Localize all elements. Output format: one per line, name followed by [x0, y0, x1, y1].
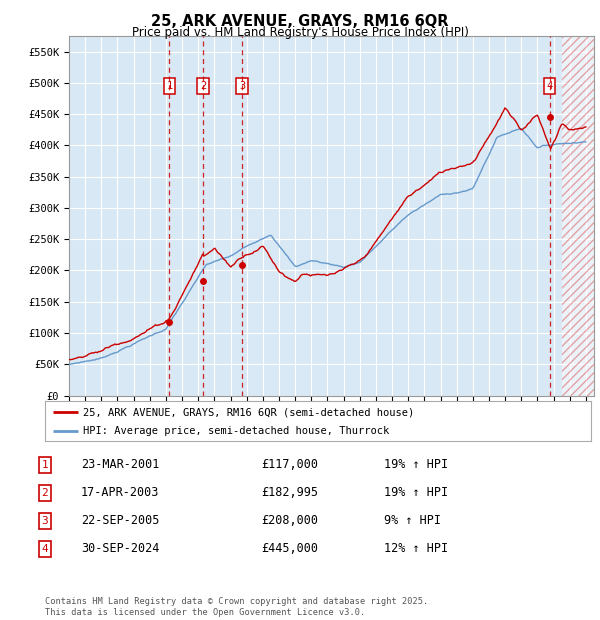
Text: 12% ↑ HPI: 12% ↑ HPI	[384, 542, 448, 555]
Text: 2: 2	[41, 488, 49, 498]
Text: 25, ARK AVENUE, GRAYS, RM16 6QR (semi-detached house): 25, ARK AVENUE, GRAYS, RM16 6QR (semi-de…	[83, 407, 415, 417]
Text: 4: 4	[547, 81, 553, 91]
Text: 19% ↑ HPI: 19% ↑ HPI	[384, 487, 448, 499]
Text: 1: 1	[41, 460, 49, 470]
Text: 9% ↑ HPI: 9% ↑ HPI	[384, 515, 441, 527]
Text: 22-SEP-2005: 22-SEP-2005	[81, 515, 160, 527]
Bar	[562, 36, 594, 396]
Text: 30-SEP-2024: 30-SEP-2024	[81, 542, 160, 555]
Text: £117,000: £117,000	[261, 459, 318, 471]
Text: £445,000: £445,000	[261, 542, 318, 555]
Text: £182,995: £182,995	[261, 487, 318, 499]
Text: £208,000: £208,000	[261, 515, 318, 527]
Text: 4: 4	[41, 544, 49, 554]
Text: 1: 1	[166, 81, 173, 91]
Text: 17-APR-2003: 17-APR-2003	[81, 487, 160, 499]
Text: HPI: Average price, semi-detached house, Thurrock: HPI: Average price, semi-detached house,…	[83, 427, 389, 436]
Text: 19% ↑ HPI: 19% ↑ HPI	[384, 459, 448, 471]
Text: 3: 3	[41, 516, 49, 526]
Text: 23-MAR-2001: 23-MAR-2001	[81, 459, 160, 471]
Text: 25, ARK AVENUE, GRAYS, RM16 6QR: 25, ARK AVENUE, GRAYS, RM16 6QR	[151, 14, 449, 29]
Text: Price paid vs. HM Land Registry's House Price Index (HPI): Price paid vs. HM Land Registry's House …	[131, 26, 469, 39]
Bar	[562, 36, 594, 396]
Text: 2: 2	[200, 81, 206, 91]
Text: Contains HM Land Registry data © Crown copyright and database right 2025.
This d: Contains HM Land Registry data © Crown c…	[45, 598, 428, 617]
Text: 3: 3	[239, 81, 245, 91]
